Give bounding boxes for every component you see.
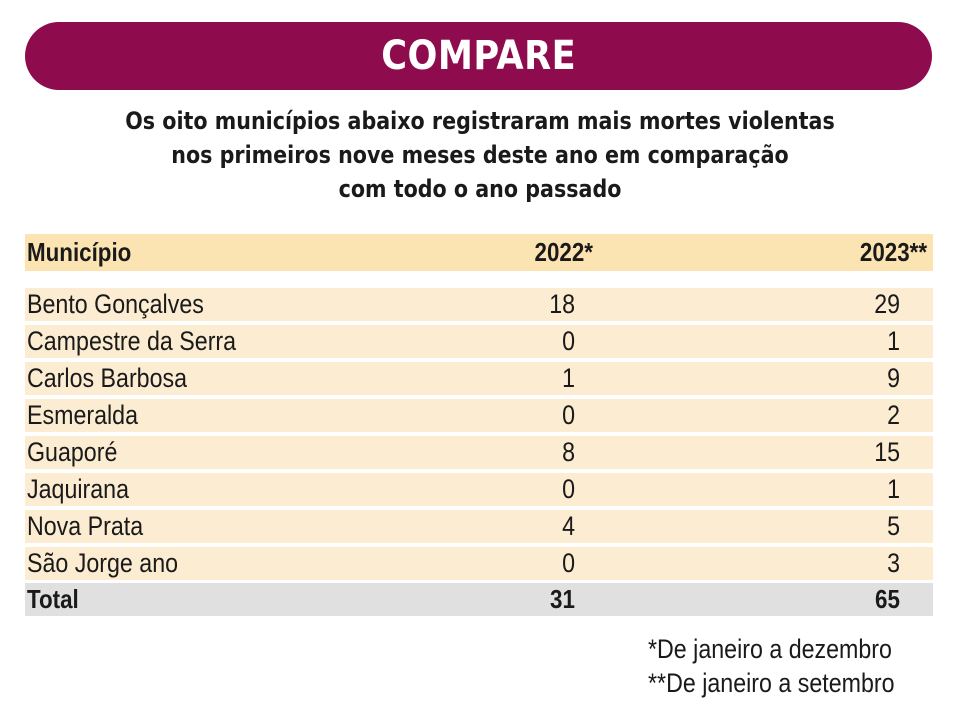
row-municipio: São Jorge ano <box>27 548 179 578</box>
subtitle-line: Os oito municípios abaixo registraram ma… <box>125 107 835 135</box>
table-row: São Jorge ano 0 3 <box>25 547 933 580</box>
title-banner: COMPARE <box>25 22 932 90</box>
table-row: Nova Prata 4 5 <box>25 510 933 543</box>
row-2022-value: 8 <box>562 437 575 467</box>
row-municipio: Esmeralda <box>27 400 138 430</box>
row-2023-value: 2 <box>887 400 900 430</box>
row-municipio: Carlos Barbosa <box>27 363 188 393</box>
table-row: Bento Gonçalves 18 29 <box>25 288 933 321</box>
total-2023-value: 65 <box>875 584 900 614</box>
banner-title: COMPARE <box>381 33 576 79</box>
table-row: Esmeralda 0 2 <box>25 399 933 432</box>
table-row: Jaquirana 0 1 <box>25 473 933 506</box>
table-row: Carlos Barbosa 1 9 <box>25 362 933 395</box>
subtitle-line: nos primeiros nove meses deste ano em co… <box>171 141 789 169</box>
header-municipio: Município <box>27 237 132 267</box>
row-2022-value: 0 <box>562 474 575 504</box>
row-2023-value: 5 <box>887 511 900 541</box>
footnotes: *De janeiro a dezembro **De janeiro a se… <box>648 632 948 700</box>
table-total-row: Total 31 65 <box>25 583 933 616</box>
row-2023-value: 3 <box>887 548 900 578</box>
footnote-2022: *De janeiro a dezembro <box>648 634 892 664</box>
row-2023-value: 1 <box>887 326 900 356</box>
row-2023-value: 9 <box>887 363 900 393</box>
row-municipio: Jaquirana <box>27 474 129 504</box>
row-municipio: Guaporé <box>27 437 118 467</box>
table-row: Campestre da Serra 0 1 <box>25 325 933 358</box>
row-municipio: Campestre da Serra <box>27 326 237 356</box>
row-2023-value: 1 <box>887 474 900 504</box>
row-2022-value: 18 <box>549 289 575 319</box>
row-2023-value: 15 <box>874 437 900 467</box>
row-2022-value: 1 <box>562 363 575 393</box>
footnote-2023: **De janeiro a setembro <box>648 668 895 698</box>
row-2022-value: 0 <box>562 548 575 578</box>
header-2022: 2022* <box>534 237 593 267</box>
row-municipio: Nova Prata <box>27 511 144 541</box>
row-2022-value: 4 <box>562 511 575 541</box>
table-header-row: Município 2022* 2023** <box>25 234 933 271</box>
row-2022-value: 0 <box>562 326 575 356</box>
header-2023: 2023** <box>859 237 927 267</box>
subtitle: Os oito municípios abaixo registraram ma… <box>0 104 960 206</box>
row-2023-value: 29 <box>874 289 900 319</box>
total-2022-value: 31 <box>550 584 575 614</box>
row-municipio: Bento Gonçalves <box>27 289 204 319</box>
subtitle-line: com todo o ano passado <box>338 175 622 203</box>
table-row: Guaporé 8 15 <box>25 436 933 469</box>
total-label: Total <box>27 584 79 614</box>
row-2022-value: 0 <box>562 400 575 430</box>
